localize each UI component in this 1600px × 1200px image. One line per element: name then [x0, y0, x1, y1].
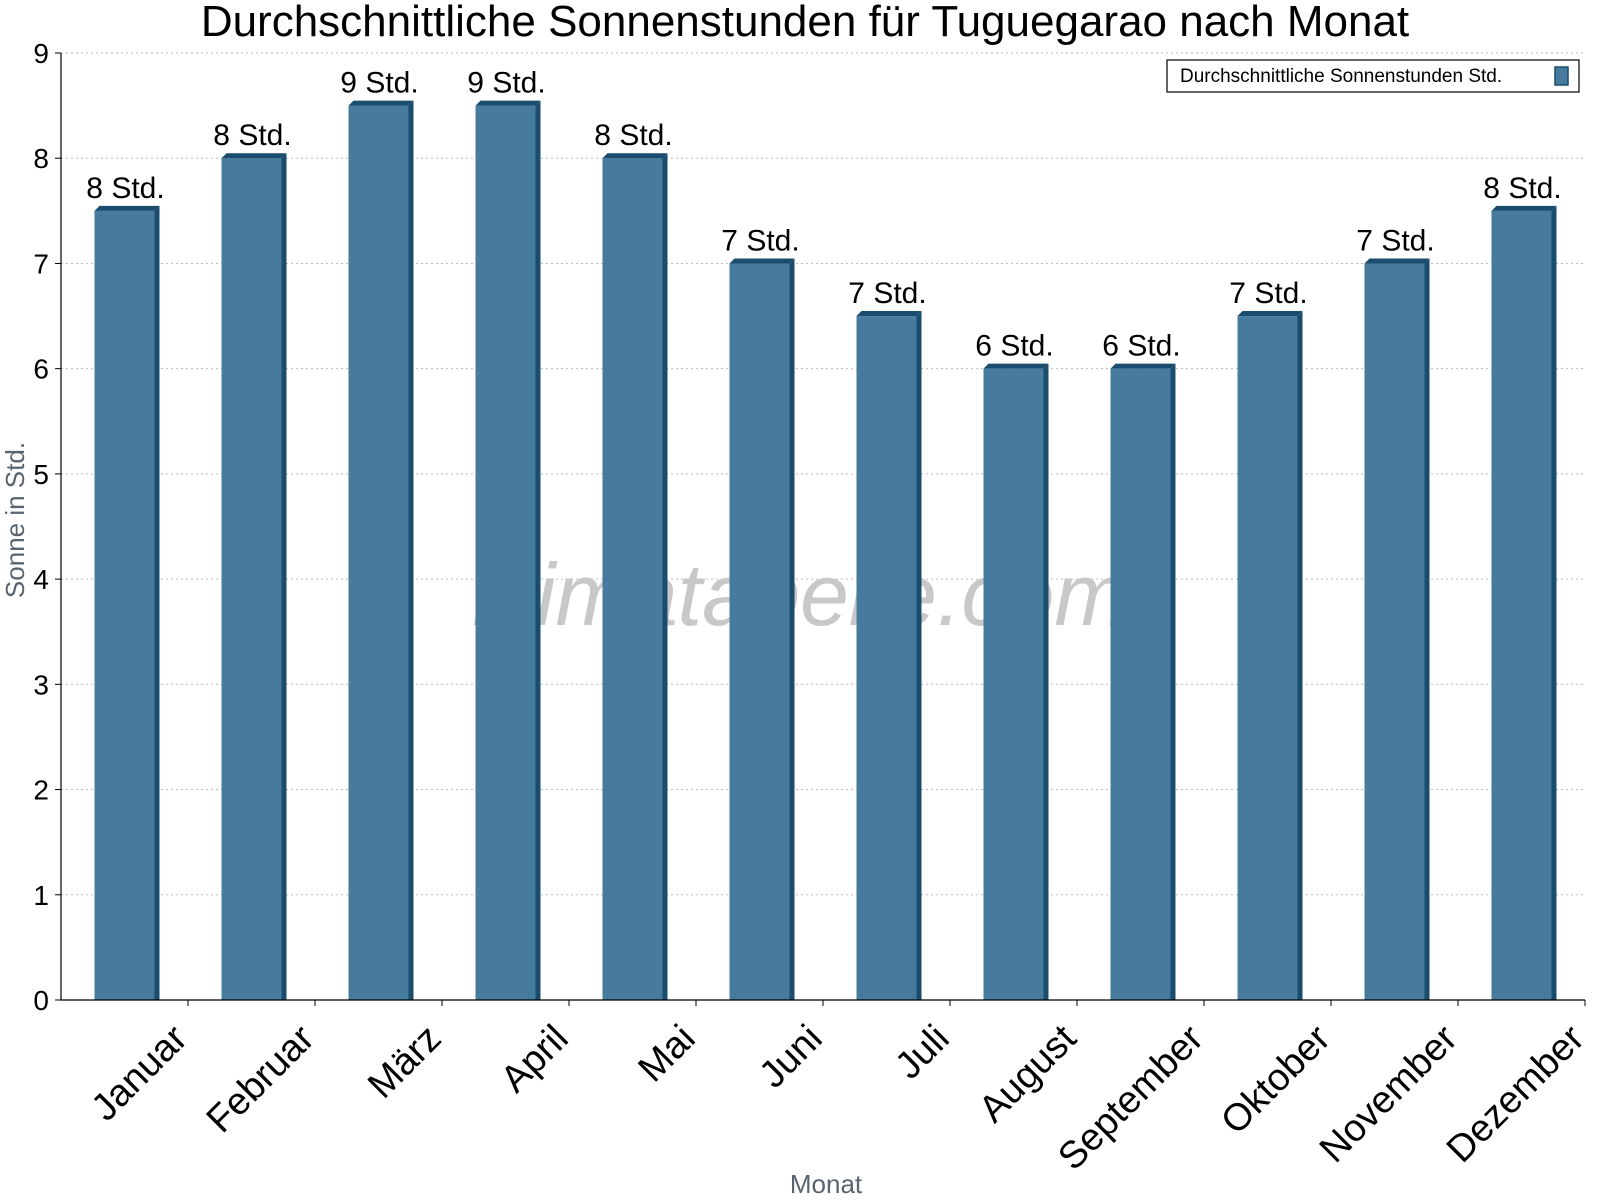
- bar-side: [1297, 311, 1303, 1000]
- data-label: 7 Std.: [1229, 277, 1307, 310]
- bar-face: [602, 158, 663, 1000]
- x-tick-label: Dezember: [1439, 1017, 1593, 1171]
- data-label: 8 Std.: [594, 119, 672, 152]
- bar-face: [983, 368, 1044, 1001]
- y-tick-label: 9: [33, 38, 49, 69]
- chart-title: Durchschnittliche Sonnenstunden für Tugu…: [201, 0, 1409, 46]
- x-tick-label: Januar: [84, 1017, 196, 1129]
- x-tick-label: Mai: [631, 1017, 704, 1090]
- bar-mai: [602, 153, 668, 1000]
- data-label: 8 Std.: [213, 119, 291, 152]
- bar-februar: [221, 153, 287, 1000]
- bar-face: [221, 158, 282, 1000]
- data-label: 8 Std.: [86, 172, 164, 205]
- bar-november: [1364, 258, 1430, 1000]
- y-tick-label: 1: [33, 880, 49, 911]
- data-label: 9 Std.: [467, 67, 545, 100]
- bar-top: [221, 153, 287, 159]
- x-tick-label: August: [971, 1017, 1085, 1131]
- bar-face: [1491, 210, 1552, 1001]
- data-label: 8 Std.: [1483, 172, 1561, 205]
- bars: [94, 100, 1557, 1001]
- bar-juni: [729, 258, 795, 1000]
- bar-januar: [94, 205, 160, 1001]
- bar-face: [729, 263, 790, 1000]
- bar-august: [983, 363, 1049, 1001]
- bar-dezember: [1491, 205, 1557, 1001]
- bar-april: [475, 100, 541, 1001]
- legend-label: Durchschnittliche Sonnenstunden Std.: [1180, 66, 1502, 87]
- bar-side: [662, 153, 668, 1000]
- bar-top: [602, 153, 668, 159]
- bar-face: [94, 210, 155, 1001]
- axes: [55, 52, 1586, 1006]
- bar-face: [475, 105, 536, 1001]
- data-label: 9 Std.: [340, 67, 418, 100]
- bar-side: [535, 100, 541, 1001]
- legend-box: [1166, 59, 1580, 93]
- bar-face: [1364, 263, 1425, 1000]
- bar-märz: [348, 100, 414, 1001]
- legend-swatch: [1554, 66, 1569, 86]
- x-tick-label: April: [493, 1017, 576, 1100]
- y-tick-label: 2: [33, 775, 49, 806]
- data-label: 7 Std.: [848, 277, 926, 310]
- y-tick-label: 5: [33, 459, 49, 490]
- bar-top: [94, 205, 160, 211]
- bar-juli: [856, 311, 922, 1000]
- bar-top: [729, 258, 795, 264]
- bar-side: [1424, 258, 1430, 1000]
- bar-oktober: [1237, 311, 1303, 1000]
- bar-september: [1110, 363, 1176, 1001]
- bar-top: [475, 100, 541, 106]
- y-tick-label: 0: [33, 985, 49, 1016]
- bar-side: [916, 311, 922, 1000]
- x-tick-label: November: [1312, 1017, 1466, 1171]
- x-tick-label: Juli: [888, 1017, 958, 1087]
- bar-top: [1364, 258, 1430, 264]
- bar-face: [348, 105, 409, 1001]
- bar-top: [1110, 363, 1176, 369]
- data-label: 6 Std.: [1102, 330, 1180, 363]
- bar-top: [1237, 311, 1303, 317]
- x-tick-label: März: [360, 1017, 449, 1106]
- legend: Durchschnittliche Sonnenstunden Std.: [1166, 59, 1580, 93]
- data-labels: 8 Std. 8 Std. 9 Std. 9 Std. 8 Std. 7 Std. 7 St…: [86, 67, 1561, 363]
- y-tick-label: 4: [33, 564, 49, 595]
- x-tick-label: Februar: [199, 1017, 323, 1141]
- data-label: 7 Std.: [1356, 224, 1434, 257]
- y-axis-label: Sonne in Std.: [0, 442, 30, 598]
- bar-top: [348, 100, 414, 106]
- y-tick-label: 7: [33, 248, 49, 279]
- data-label: 7 Std.: [721, 224, 799, 257]
- bar-side: [1551, 205, 1557, 1001]
- y-tick-label: 6: [33, 354, 49, 385]
- bar-side: [789, 258, 795, 1000]
- y-tick-labels: 0 1 2 3 4 5 6 7 8 9: [33, 38, 49, 1016]
- bar-top: [856, 311, 922, 317]
- bar-side: [281, 153, 287, 1000]
- x-tick-labels: Januar Februar März April Mai Juni Juli AugustS…: [84, 1017, 1593, 1178]
- x-axis-label: Monat: [790, 1169, 863, 1199]
- bar-top: [983, 363, 1049, 369]
- bar-top: [1491, 205, 1557, 211]
- x-tick-label: Juni: [752, 1017, 831, 1096]
- bar-side: [1043, 363, 1049, 1001]
- x-tick-label: Oktober: [1213, 1017, 1339, 1143]
- bar-side: [154, 205, 160, 1001]
- bar-face: [856, 316, 917, 1000]
- y-tick-label: 3: [33, 669, 49, 700]
- gridlines: [61, 52, 1585, 896]
- bar-face: [1110, 368, 1171, 1001]
- bar-side: [1170, 363, 1176, 1001]
- data-label: 6 Std.: [975, 330, 1053, 363]
- bar-face: [1237, 316, 1298, 1000]
- bar-side: [408, 100, 414, 1001]
- y-tick-label: 8: [33, 143, 49, 174]
